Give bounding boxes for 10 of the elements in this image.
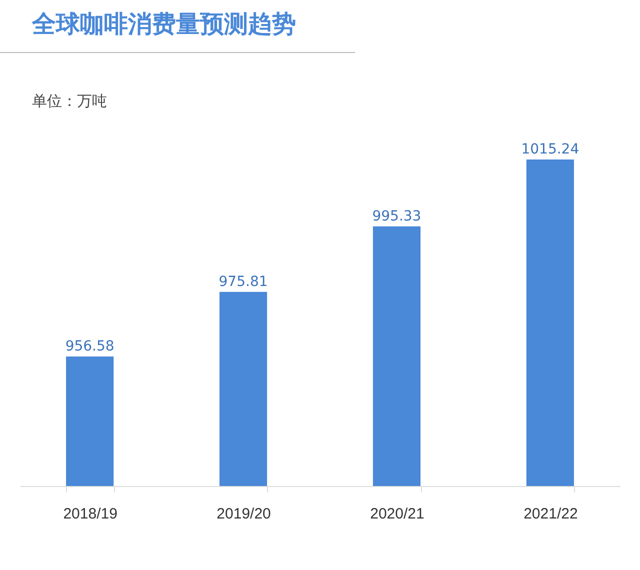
data-label: 1015.24 xyxy=(521,142,580,158)
x-tick-label: 2021/22 xyxy=(524,506,578,522)
data-label: 995.33 xyxy=(372,208,422,224)
chart-subtitle: 单位：万吨 xyxy=(32,92,107,111)
data-label: 956.58 xyxy=(65,338,114,354)
x-tick-label: 2019/20 xyxy=(216,506,271,522)
x-tick-label: 2020/21 xyxy=(370,506,424,522)
chart-title: 全球咖啡消费量预测趋势 xyxy=(32,8,296,40)
data-label: 975.81 xyxy=(218,274,268,290)
x-tick-label: 2018/19 xyxy=(63,506,118,522)
